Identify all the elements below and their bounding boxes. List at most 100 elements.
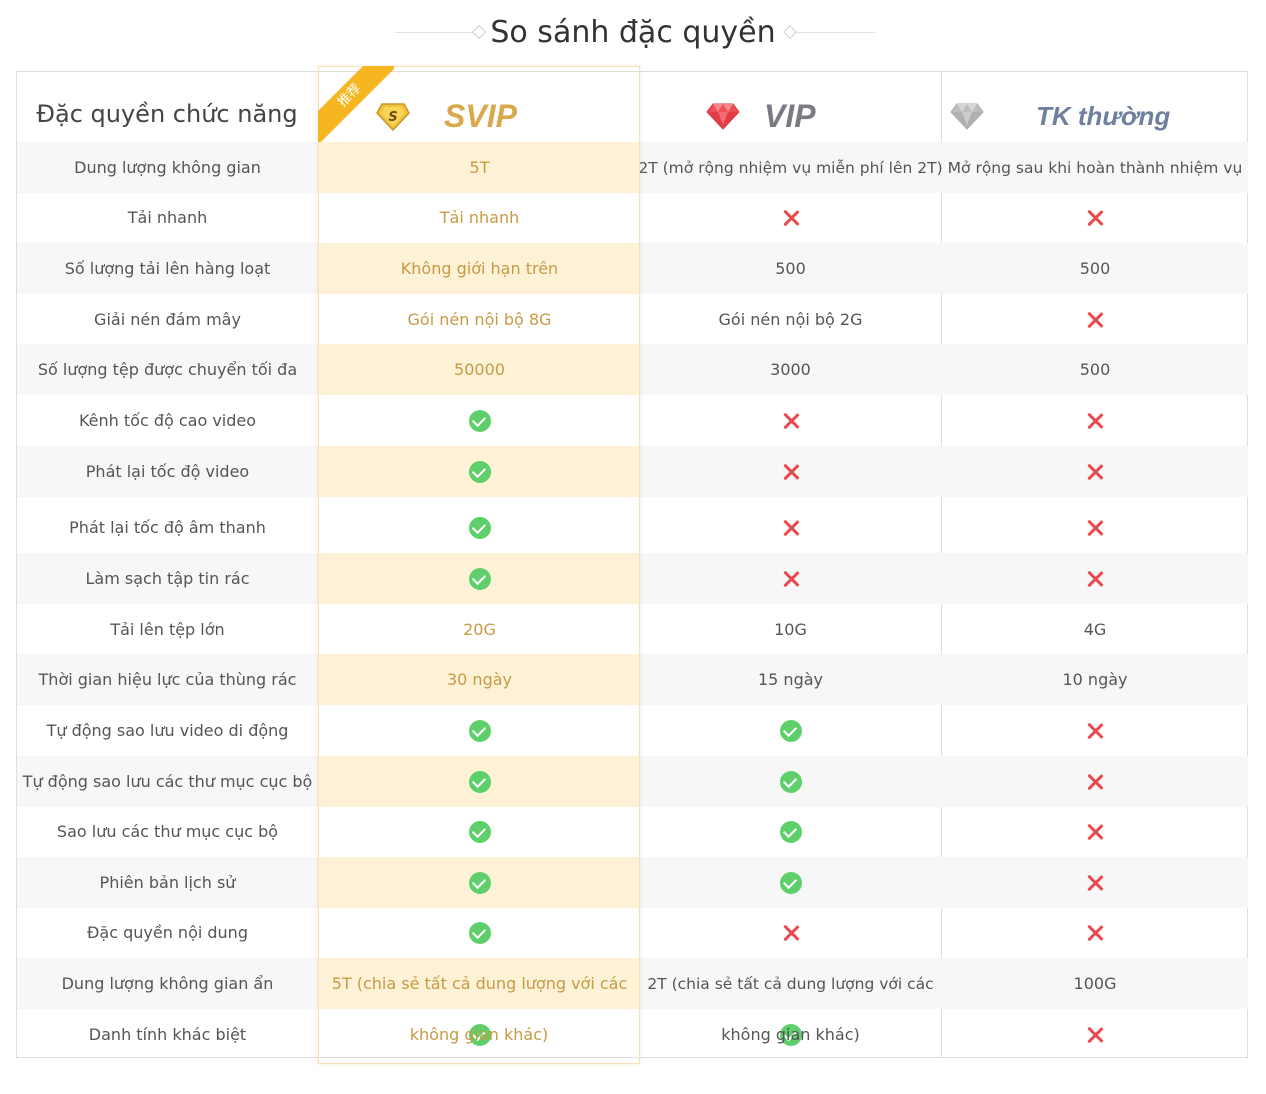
red-diamond-icon [706, 103, 740, 130]
feature-cell-text: Kênh tốc độ cao video [78, 411, 257, 430]
tier-vip-label: VIP [764, 97, 816, 134]
table-row: Tải lên tệp lớn 20G 10G 4G [17, 604, 1248, 655]
feature-cell: Giải nén đám mây [17, 294, 318, 345]
vip-cell: 2T (chia sẻ tất cả dung lượng với các [640, 958, 941, 1009]
s-badge-icon: S [376, 103, 410, 131]
vip-cell-text: 10G [774, 620, 807, 639]
vip-cell [640, 907, 941, 958]
feature-cell-text: Phát lại tốc độ âm thanh [69, 518, 266, 537]
cross-icon [1086, 311, 1104, 329]
check-icon [779, 871, 802, 894]
feature-cell-text: Phát lại tốc độ video [85, 462, 250, 481]
tier-vip-header: VIP [706, 92, 816, 140]
svip-cell-text: 5T (chia sẻ tất cả dung lượng với các [331, 974, 628, 993]
check-icon [468, 719, 491, 742]
vip-cell [640, 756, 941, 807]
cross-icon [782, 519, 800, 537]
vip-cell [640, 446, 941, 497]
cross-icon [782, 412, 800, 430]
vip-cell-text: 2T (chia sẻ tất cả dung lượng với các [647, 974, 934, 993]
vip-cell [640, 806, 941, 857]
feature-cell: Phát lại tốc độ video [17, 446, 318, 497]
feature-cell: Kênh tốc độ cao video [17, 395, 318, 446]
svip-cell [319, 502, 640, 553]
tier-svip-header: S SVIP [376, 92, 517, 140]
feature-cell-text: Tải nhanh [127, 208, 208, 227]
feature-cell-text: Danh tính khác biệt [88, 1025, 247, 1044]
svip-cell [319, 446, 640, 497]
cross-icon [1086, 209, 1104, 227]
feature-cell-text: Dung lượng không gian ẩn [61, 974, 274, 993]
svg-text:S: S [388, 110, 397, 125]
check-icon [468, 567, 491, 590]
feature-cell: Làm sạch tập tin rác [17, 553, 318, 604]
vip-cell: 2T (mở rộng nhiệm vụ miễn phí lên 2T) [638, 142, 942, 193]
feature-cell: Danh tính khác biệt [17, 1009, 318, 1060]
check-icon [779, 719, 802, 742]
normal-cell [942, 446, 1248, 497]
normal-cell [942, 705, 1248, 756]
svip-cell-text: Không giới hạn trên [400, 259, 559, 278]
normal-cell-text: 500 [1079, 259, 1111, 278]
normal-cell [942, 806, 1248, 857]
table-row: Thời gian hiệu lực của thùng rác 30 ngày 1… [17, 654, 1248, 705]
feature-cell-text: Phiên bản lịch sử [99, 873, 236, 892]
cross-icon [1086, 722, 1104, 740]
svip-cell [319, 395, 640, 446]
table-row: Phát lại tốc độ video [17, 446, 1248, 497]
table-row: Sao lưu các thư mục cục bộ [17, 806, 1248, 857]
svip-cell: 50000 [319, 344, 640, 395]
feature-cell-text: Đặc quyền nội dung [87, 923, 248, 942]
table-row: Số lượng tải lên hàng loạt Không giới hạn… [17, 243, 1248, 294]
svip-cell [319, 806, 640, 857]
vip-cell [640, 857, 941, 908]
feature-cell: Dung lượng không gian [17, 142, 318, 193]
table-row: Tự động sao lưu video di động [17, 705, 1248, 756]
table-row: Số lượng tệp được chuyển tối đa 50000 3000… [17, 344, 1248, 395]
vip-overflow-text: không gian khác) [721, 1024, 860, 1044]
normal-cell-text: Mở rộng sau khi hoàn thành nhiệm vụ [947, 158, 1243, 177]
vip-cell-text: 15 ngày [757, 670, 823, 689]
tier-normal-header: TK thường [950, 92, 1170, 140]
table-row: Tự động sao lưu các thư mục cục bộ [17, 756, 1248, 807]
tier-normal-label: TK thường [1036, 100, 1171, 131]
svip-cell: 30 ngày [319, 654, 640, 705]
feature-cell: Tải nhanh [17, 192, 318, 243]
table-row: Giải nén đám mây Gói nén nội bộ 8G Gói nén… [17, 294, 1248, 345]
feature-cell-text: Giải nén đám mây [94, 310, 241, 329]
vip-cell-text: Gói nén nội bộ 2G [718, 310, 863, 329]
check-icon [468, 460, 491, 483]
feature-cell: Sao lưu các thư mục cục bộ [17, 806, 318, 857]
normal-cell: 10 ngày [942, 654, 1248, 705]
check-icon [468, 516, 491, 539]
cross-icon [1086, 1026, 1104, 1044]
svip-cell: 5T [319, 142, 640, 193]
check-icon [468, 921, 491, 944]
cross-icon [1086, 519, 1104, 537]
vip-cell [640, 502, 941, 553]
feature-cell: Phát lại tốc độ âm thanh [17, 502, 318, 553]
cross-icon [1086, 924, 1104, 942]
check-icon [468, 871, 491, 894]
cross-icon [1086, 823, 1104, 841]
feature-cell: Tải lên tệp lớn [17, 604, 318, 655]
normal-cell [942, 294, 1248, 345]
vip-cell: 15 ngày [640, 654, 941, 705]
svip-column-highlight [318, 66, 640, 1064]
vip-cell: Gói nén nội bộ 2G [640, 294, 941, 345]
title-line-left [395, 32, 475, 33]
svip-cell [319, 705, 640, 756]
feature-cell-text: Sao lưu các thư mục cục bộ [56, 822, 279, 841]
normal-cell [942, 395, 1248, 446]
feature-cell: Số lượng tệp được chuyển tối đa [17, 344, 318, 395]
feature-cell-text: Tự động sao lưu video di động [46, 721, 289, 740]
cross-icon [1086, 570, 1104, 588]
feature-header: Đặc quyền chức năng [36, 100, 298, 128]
svip-cell [319, 756, 640, 807]
feature-cell: Tự động sao lưu video di động [17, 705, 318, 756]
vip-cell [640, 553, 941, 604]
vip-cell: 10G [640, 604, 941, 655]
title-line-right [797, 32, 875, 33]
feature-cell: Tự động sao lưu các thư mục cục bộ [17, 756, 318, 807]
cross-icon [1086, 412, 1104, 430]
